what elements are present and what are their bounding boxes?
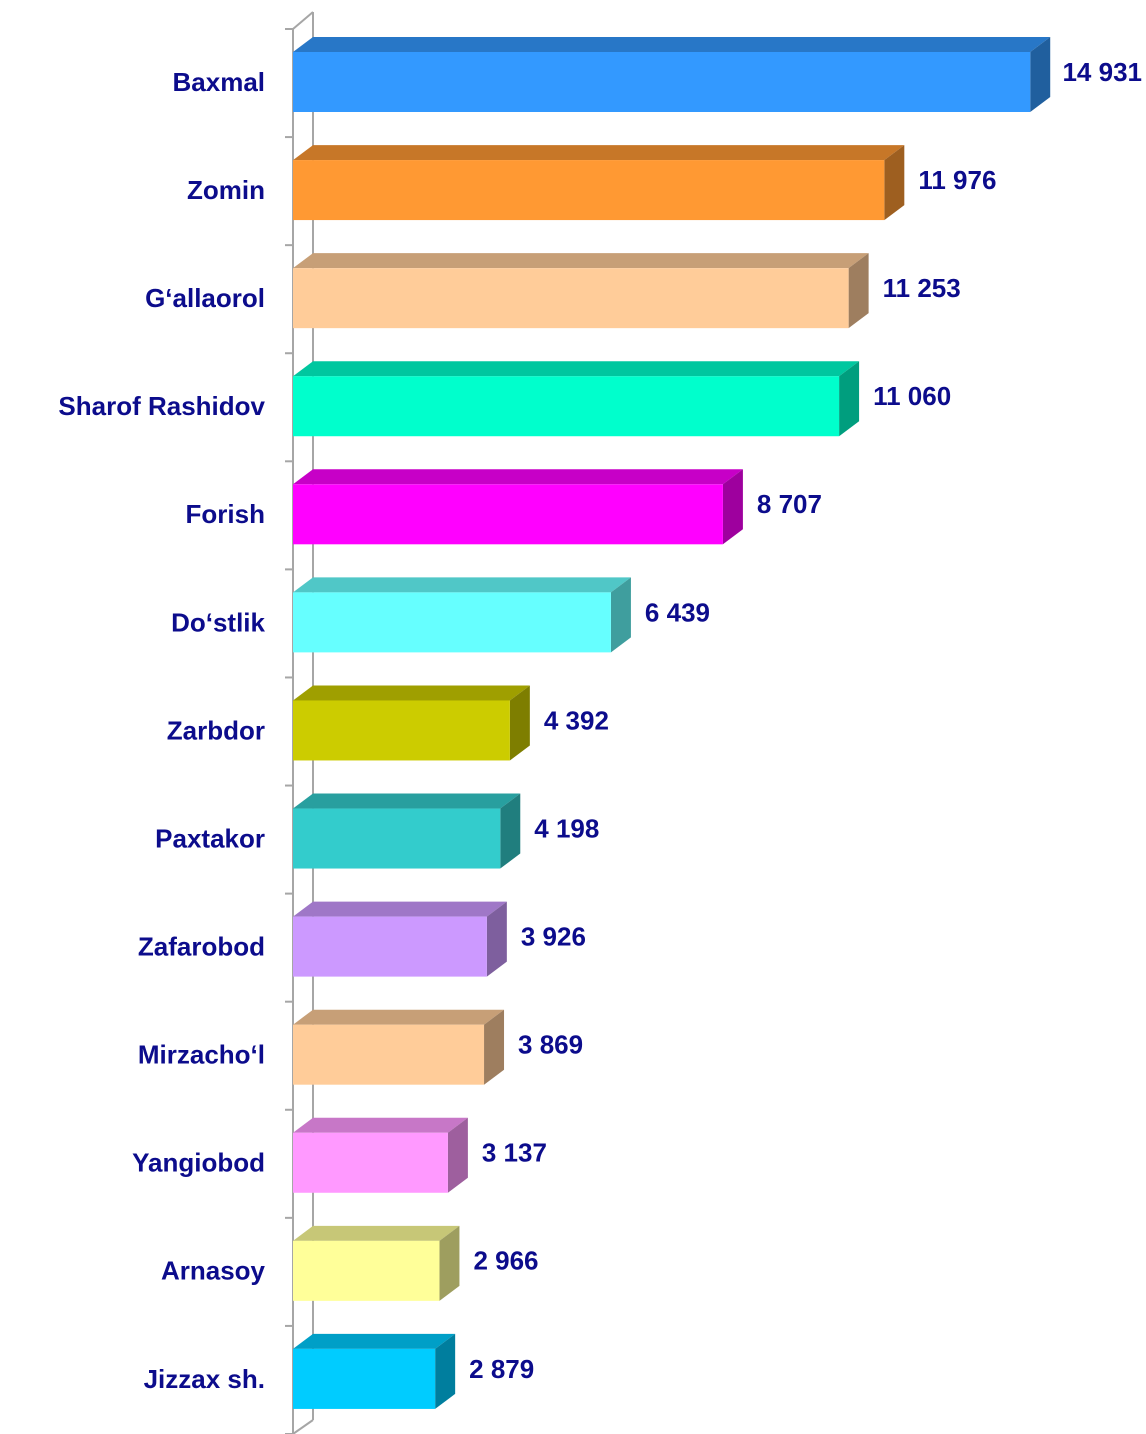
bar-top [293, 37, 1051, 52]
bar-side [486, 901, 507, 977]
bar-top [293, 145, 905, 161]
bar-side [500, 793, 521, 869]
bar [293, 361, 860, 437]
bar-top [293, 1333, 456, 1349]
bar-front [293, 52, 1031, 112]
bar-top [293, 901, 507, 917]
value-label: 11 253 [883, 273, 961, 303]
bar-side [484, 1009, 505, 1085]
category-label: Forish [186, 499, 265, 529]
bar-side [722, 469, 743, 545]
value-label: 14 931 [1062, 57, 1142, 87]
bar-top [293, 793, 521, 809]
category-label: Yangiobod [132, 1148, 265, 1178]
bar-top [293, 577, 631, 593]
bar [293, 685, 530, 761]
category-label: Zafarobod [138, 931, 265, 961]
bar-front [293, 700, 510, 761]
category-label: Arnasoy [161, 1256, 266, 1286]
category-label: Mirzacho‘l [138, 1040, 265, 1070]
bar-front [293, 1348, 436, 1409]
bar-top [293, 685, 530, 701]
bar-side [439, 1225, 460, 1301]
bar-front [293, 268, 849, 329]
bar [293, 37, 1051, 112]
value-label: 2 966 [473, 1246, 538, 1276]
bar-top [293, 361, 860, 377]
bar-side [839, 361, 860, 437]
bar-side [509, 685, 530, 761]
bar-front [293, 592, 611, 653]
value-label: 8 707 [757, 489, 822, 519]
bar [293, 253, 869, 329]
bar-front [293, 376, 840, 437]
value-label: 3 869 [518, 1030, 583, 1060]
bar-front [293, 1240, 440, 1301]
wall-bottom-line [292, 1419, 314, 1434]
bar-top [293, 1225, 460, 1241]
bar-side [435, 1333, 456, 1409]
category-label: Paxtakor [155, 823, 265, 853]
bar-front [293, 1024, 485, 1085]
value-label: 6 439 [645, 597, 710, 627]
bar-front [293, 916, 487, 977]
bar [293, 145, 905, 221]
bar [293, 469, 743, 545]
bar-side [1030, 37, 1051, 112]
bar-front [293, 160, 885, 221]
bar-top [293, 469, 743, 485]
bar [293, 901, 507, 977]
category-label: Zomin [187, 175, 265, 205]
wall-top-line [292, 11, 314, 30]
value-label: 11 060 [873, 381, 951, 411]
bar [293, 793, 521, 869]
bar-side [610, 577, 631, 653]
category-label: G‘allaorol [145, 283, 265, 313]
value-label: 2 879 [469, 1354, 534, 1384]
value-label: 3 926 [521, 921, 586, 951]
value-label: 4 392 [544, 705, 609, 735]
bar-side [447, 1117, 468, 1193]
bar-side [884, 145, 905, 221]
category-label: Sharof Rashidov [58, 391, 265, 421]
bar [293, 1009, 505, 1085]
value-label: 4 198 [534, 813, 599, 843]
bar-front [293, 1132, 448, 1193]
bar [293, 1225, 460, 1301]
bar [293, 1333, 456, 1409]
bar-top [293, 1009, 505, 1025]
bar [293, 1117, 468, 1193]
bar-front [293, 808, 501, 869]
bar-top [293, 1117, 468, 1133]
category-label: Do‘stlik [171, 607, 265, 637]
bar-front [293, 484, 723, 545]
bar-top [293, 253, 869, 269]
category-label: Zarbdor [167, 715, 265, 745]
bar [293, 577, 631, 653]
value-label: 11 976 [918, 165, 996, 195]
category-label: Baxmal [173, 67, 266, 97]
category-label: Jizzax sh. [144, 1364, 265, 1394]
bar-side [848, 253, 869, 329]
value-label: 3 137 [482, 1138, 547, 1168]
